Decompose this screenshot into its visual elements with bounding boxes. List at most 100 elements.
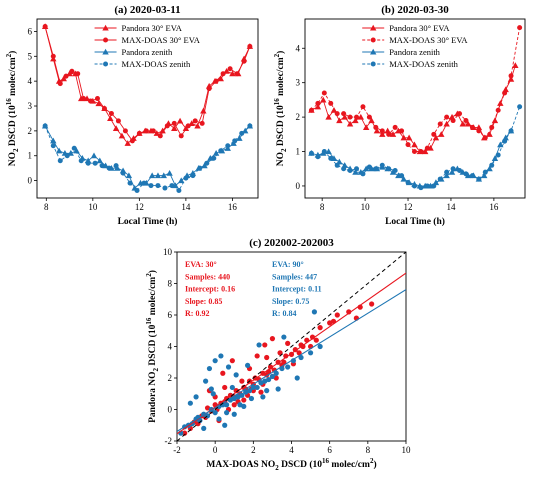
scatter-point [254,384,260,391]
data-point [101,106,107,111]
data-point [162,185,168,191]
x-axis-label-part: molec/cm [329,460,370,470]
scatter-point [264,354,270,361]
data-point [183,175,189,181]
data-point [392,167,398,173]
legend-label: MAX-DOAS zenith [122,59,191,69]
y-tick-label: 4 [296,43,301,53]
y-tick-label: 10 [163,247,173,257]
data-point [217,75,224,82]
data-point [148,183,154,189]
data-point [124,140,131,146]
data-point [482,169,488,175]
stats-text: EVA: 30° [185,260,217,269]
data-point [357,113,365,120]
data-point [141,180,147,186]
legend-marker [103,61,109,67]
y-axis-label-part: ) [147,270,158,273]
data-point [444,114,450,120]
series-group [308,25,523,191]
data-point [241,58,247,64]
data-point [386,131,392,137]
y-tick-label: 5 [28,51,33,61]
scatter-point [201,425,207,431]
data-point [57,81,63,87]
data-point [42,123,48,129]
y-tick-label: 0 [28,176,33,186]
scatter-point [250,384,256,391]
y-axis-label-part: 2 [145,273,153,277]
legend-label: MAX-DOAS 30° EVA [389,35,468,45]
data-point [341,113,348,120]
x-axis-label-part: 16 [322,457,330,465]
x-tick-label: 12 [135,202,144,212]
data-point [115,118,121,124]
data-point [308,150,314,156]
data-point [476,176,482,182]
scatter-point [222,384,228,391]
scatter-point [281,334,287,340]
data-point [334,162,340,168]
data-point [328,100,334,106]
data-point [42,23,48,29]
scatter-point [264,388,270,394]
data-point [469,173,475,179]
y-tick-label: 3 [296,78,301,88]
data-point [171,120,177,126]
x-tick-label: 16 [489,202,499,212]
y-axis-label-part: 2 [152,367,160,371]
scatter-point [225,364,232,370]
scatter-point [307,350,314,356]
y-axis-label-part: ) [7,51,18,54]
data-point [129,138,135,144]
x-tick-label: 10 [88,202,98,212]
data-point [150,128,156,134]
data-point [206,86,212,92]
data-point [73,147,80,154]
scatter-point [283,353,289,359]
stats-text: Samples: 447 [272,272,317,281]
data-point [405,134,413,141]
data-point [154,172,162,179]
scatter-point [334,312,340,318]
data-point [352,117,359,124]
scatter-point [193,394,199,400]
legend-label: Pandora 30° EVA [389,23,450,33]
y-tick-label: 0 [168,405,173,415]
data-point [399,128,405,134]
x-tick-label: 6 [327,445,332,455]
data-point [334,111,340,117]
data-point [379,128,385,134]
x-tick-label: 10 [361,202,371,212]
data-point [354,166,360,172]
y-tick-label: 1 [296,147,301,157]
data-point [85,160,91,166]
data-point [92,160,98,166]
data-point [199,120,205,126]
data-point [325,113,332,120]
y-tick-label: 6 [168,310,173,320]
scatter-point [187,400,193,406]
y-tick-label: 4 [28,76,33,86]
data-point [134,188,140,194]
data-point [78,158,84,164]
stats-text: R: 0.92 [185,309,209,318]
data-point [95,100,102,107]
y-axis-label-part: 2 [12,148,20,152]
data-point [400,175,407,182]
data-point [431,131,437,137]
data-point [463,118,469,124]
scatter-point [208,386,214,392]
data-point [308,107,314,113]
data-point [443,120,450,127]
data-point [431,183,437,189]
x-tick-label: 8 [320,202,325,212]
data-point [108,110,114,116]
legend-label: Pandora 30° EVA [122,23,183,33]
data-point [386,166,392,172]
data-point [502,90,508,96]
legend-marker [102,48,109,55]
data-point [232,138,238,144]
x-tick-label: 2 [251,445,256,455]
data-point [418,185,424,191]
